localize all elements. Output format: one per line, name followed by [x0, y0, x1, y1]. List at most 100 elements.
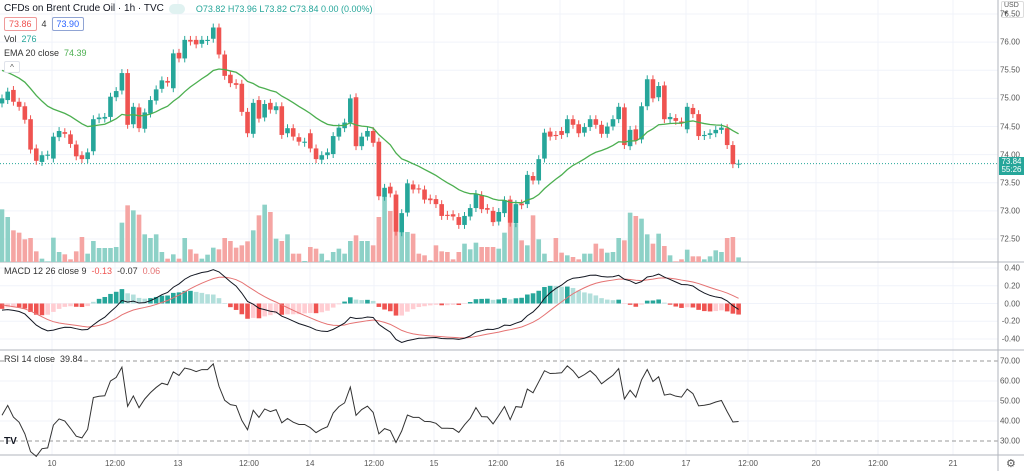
volume-bar — [210, 247, 216, 262]
candle-body — [724, 128, 730, 146]
volume-bar — [707, 256, 713, 262]
symbol-legend: CFDs on Brent Crude Oil · 1h · TVC O73.8… — [4, 3, 373, 14]
candle-body — [456, 217, 462, 225]
candle-body — [536, 159, 542, 181]
price-axis-label: 75.00 — [999, 93, 1020, 103]
candle-body — [662, 85, 667, 120]
candle-body — [422, 189, 427, 200]
rsi-legend[interactable]: RSI 14 close 39.84 — [4, 354, 83, 364]
macd-histogram-bar — [285, 303, 290, 315]
volume-bar — [542, 253, 547, 262]
volume-bar — [336, 248, 342, 262]
macd-legend[interactable]: MACD 12 26 close 9 -0.13 -0.07 0.06 — [4, 266, 160, 276]
candle-body — [250, 102, 256, 134]
volume-bar — [148, 238, 153, 262]
time-axis-label: 16 — [555, 459, 565, 468]
macd-histogram-bar — [439, 303, 444, 306]
market-status-icon — [168, 3, 185, 14]
volume-legend[interactable]: Vol 276 — [4, 34, 37, 44]
candle-body — [559, 131, 564, 135]
candle-body — [239, 83, 245, 112]
volume-bar — [73, 251, 79, 262]
volume-bar — [5, 217, 11, 262]
macd-histogram-bar — [159, 295, 165, 304]
volume-bar — [125, 205, 130, 262]
volume-bar — [91, 241, 96, 262]
candle-body — [119, 73, 125, 91]
macd-histogram-bar — [662, 302, 667, 304]
candle-body — [308, 133, 313, 149]
macd-histogram-bar — [342, 301, 347, 304]
volume-bar — [262, 204, 267, 262]
volume-bar — [205, 254, 210, 262]
candle-body — [188, 39, 193, 42]
macd-histogram-bar — [348, 297, 353, 304]
time-axis-label: 12:00 — [737, 459, 759, 468]
bar-countdown: 55:26 — [1001, 165, 1022, 174]
macd-histogram-bar — [456, 303, 462, 306]
volume-bar — [142, 234, 148, 262]
macd-histogram-bar — [427, 303, 433, 306]
volume-bar — [325, 260, 330, 262]
volume-bar — [416, 253, 422, 262]
macd-histogram-bar — [279, 303, 285, 315]
volume-bar — [113, 247, 119, 262]
macd-axis-label: -0.40 — [1001, 334, 1020, 344]
volume-bar — [662, 246, 667, 262]
macd-histogram-bar — [644, 300, 650, 304]
volume-bar — [450, 259, 456, 262]
settings-gear-icon[interactable]: ⚙ — [1006, 458, 1016, 470]
symbol-title[interactable]: CFDs on Brent Crude Oil · 1h · TVC — [4, 3, 164, 14]
candle-body — [279, 106, 285, 135]
macd-histogram-bar — [119, 289, 125, 304]
macd-histogram-bar — [45, 303, 50, 315]
macd-histogram-bar — [330, 303, 336, 308]
buy-button[interactable]: 73.90 — [51, 17, 85, 31]
macd-histogram-bar — [222, 303, 227, 304]
candle-body — [256, 100, 262, 119]
macd-histogram-bar — [587, 293, 593, 304]
candle-body — [148, 100, 153, 114]
macd-signal-line — [1, 276, 739, 339]
sell-button[interactable]: 73.86 — [4, 17, 37, 31]
macd-histogram-bar — [73, 303, 79, 307]
macd-histogram-bar — [707, 303, 713, 312]
volume-bar — [507, 215, 513, 262]
macd-histogram-bar — [336, 303, 342, 305]
macd-histogram-bar — [210, 294, 216, 304]
volume-bar — [736, 257, 741, 262]
volume-bar — [131, 210, 136, 262]
candle-body — [656, 86, 661, 98]
volume-bar — [176, 258, 182, 262]
candle-body — [62, 132, 68, 134]
macd-histogram-bar — [268, 303, 273, 316]
macd-histogram-bar — [62, 303, 68, 307]
collapse-legend-button[interactable]: ^ — [4, 61, 20, 73]
tradingview-logo[interactable]: TV — [4, 436, 17, 447]
macd-histogram-bar — [319, 303, 325, 313]
candle-body — [507, 199, 513, 223]
ema-legend[interactable]: EMA 20 close 74.39 — [4, 48, 87, 58]
candle-body — [73, 144, 79, 157]
volume-bar — [604, 252, 610, 262]
macd-hist-value: -0.13 — [91, 266, 113, 276]
candle-body — [707, 133, 713, 135]
time-axis-label: 12:00 — [867, 459, 889, 468]
macd-histogram-bar — [136, 297, 142, 304]
volume-bar — [433, 245, 439, 262]
volume-bar — [348, 241, 353, 262]
candle-body — [16, 101, 22, 107]
candle-body — [650, 79, 656, 99]
candle-body — [587, 119, 593, 128]
macd-histogram-bar — [256, 303, 262, 319]
candle-body — [622, 107, 627, 146]
macd-histogram-bar — [313, 303, 319, 314]
macd-histogram-bar — [216, 298, 222, 304]
candle-body — [467, 208, 473, 217]
macd-histogram-bar — [530, 293, 536, 304]
macd-histogram-bar — [547, 285, 553, 304]
volume-bar — [525, 245, 530, 262]
candle-body — [96, 117, 102, 120]
macd-histogram-bar — [399, 303, 404, 316]
